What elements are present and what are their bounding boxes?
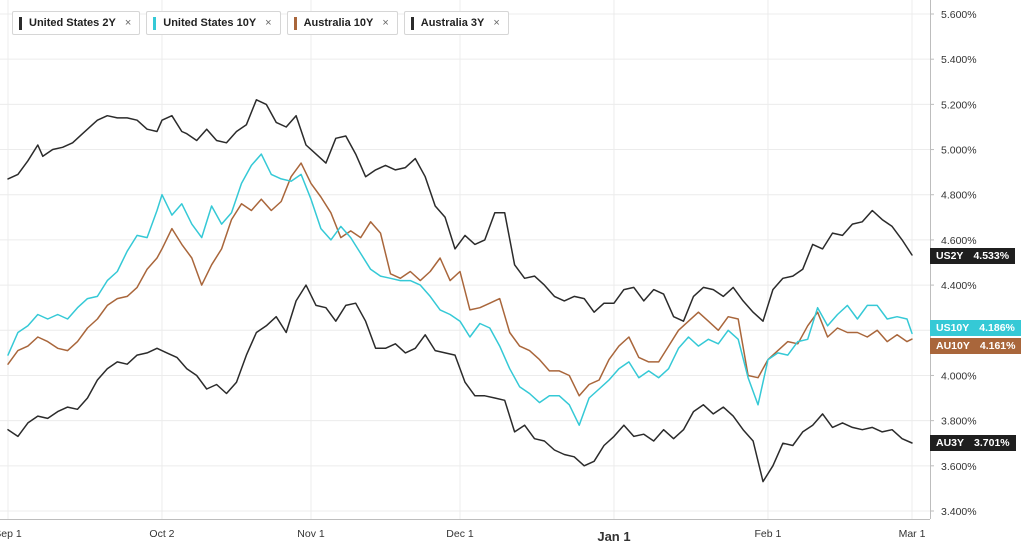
tag-code: US10Y xyxy=(936,322,970,334)
price-tag-us10y: US10Y 4.186% xyxy=(930,320,1021,336)
y-tick-label: 4.600% xyxy=(941,235,977,247)
legend-chip-us10y[interactable]: United States 10Y × xyxy=(146,11,281,35)
x-tick-label: Oct 2 xyxy=(149,528,174,540)
y-tick-label: 4.400% xyxy=(941,280,977,292)
tag-value: 4.533% xyxy=(973,250,1010,262)
y-tick-label: 4.800% xyxy=(941,190,977,202)
y-tick-label: 5.000% xyxy=(941,145,977,157)
x-tick-label: Sep 1 xyxy=(0,528,22,540)
legend-swatch xyxy=(19,16,22,30)
legend-swatch xyxy=(153,16,157,30)
x-tick-label: Nov 1 xyxy=(297,528,325,540)
series-line-australia-3y xyxy=(7,284,913,483)
grid xyxy=(0,0,930,519)
tag-value: 4.161% xyxy=(979,340,1016,352)
legend-label: Australia 3Y xyxy=(420,17,485,29)
price-tag-us2y: US2Y 4.533% xyxy=(930,248,1016,264)
tag-value: 3.701% xyxy=(974,437,1010,449)
legend: United States 2Y × United States 10Y × A… xyxy=(12,11,509,35)
x-tick-label: Feb 1 xyxy=(755,528,782,540)
price-tag-au10y: AU10Y 4.161% xyxy=(930,338,1022,354)
x-tick-label: Dec 1 xyxy=(446,528,474,540)
series-line-united-states-10y xyxy=(7,153,913,426)
legend-chip-au10y[interactable]: Australia 10Y × xyxy=(286,11,398,35)
y-tick-label: 4.000% xyxy=(941,370,977,382)
legend-label: United States 10Y xyxy=(163,17,257,29)
x-tick-label: Jan 1 xyxy=(597,529,630,544)
series-line-united-states-2y xyxy=(7,99,913,322)
legend-swatch xyxy=(410,16,414,30)
tag-code: AU10Y xyxy=(936,340,970,352)
y-tick-label: 5.600% xyxy=(941,9,977,21)
series-layer xyxy=(7,99,913,483)
legend-swatch xyxy=(293,16,297,30)
x-tick-label: Mar 1 xyxy=(899,528,926,540)
legend-chip-us2y[interactable]: United States 2Y × xyxy=(12,11,141,35)
close-icon[interactable]: × xyxy=(493,17,500,29)
tag-code: US2Y xyxy=(936,250,964,262)
axes: 3.400%3.600%3.800%4.000%4.200%4.400%4.60… xyxy=(0,0,977,544)
close-icon[interactable]: × xyxy=(382,17,389,29)
y-tick-label: 3.800% xyxy=(941,416,977,428)
close-icon[interactable]: × xyxy=(265,17,272,29)
y-tick-label: 5.400% xyxy=(941,54,977,66)
close-icon[interactable]: × xyxy=(124,17,132,29)
y-tick-label: 3.600% xyxy=(941,461,977,473)
legend-chip-au3y[interactable]: Australia 3Y × xyxy=(403,11,509,35)
tag-code: AU3Y xyxy=(936,437,965,449)
y-tick-label: 5.200% xyxy=(941,99,977,111)
legend-label: Australia 10Y xyxy=(303,17,374,29)
legend-label: United States 2Y xyxy=(29,17,116,29)
price-tag-au3y: AU3Y 3.701% xyxy=(930,435,1016,451)
series-line-australia-10y xyxy=(7,162,913,397)
y-tick-label: 3.400% xyxy=(941,506,977,518)
tag-value: 4.186% xyxy=(979,322,1015,334)
